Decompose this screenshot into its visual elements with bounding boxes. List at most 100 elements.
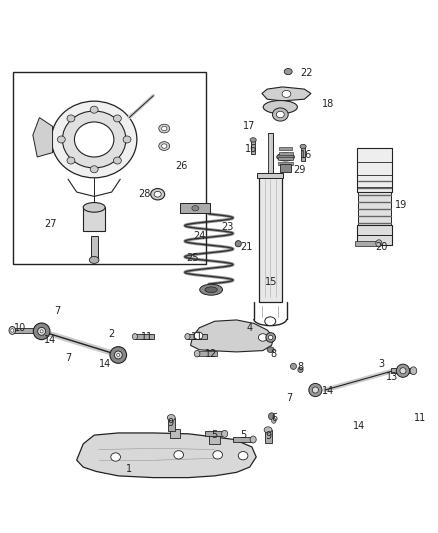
Text: 5: 5 xyxy=(212,430,218,440)
Ellipse shape xyxy=(151,189,165,200)
Text: 12: 12 xyxy=(205,349,218,359)
Ellipse shape xyxy=(264,427,272,433)
Ellipse shape xyxy=(159,142,170,150)
Ellipse shape xyxy=(162,144,167,148)
Ellipse shape xyxy=(272,108,288,121)
Text: 23: 23 xyxy=(222,222,234,232)
Ellipse shape xyxy=(300,144,306,149)
Ellipse shape xyxy=(113,157,121,164)
Ellipse shape xyxy=(265,317,276,326)
Ellipse shape xyxy=(250,138,256,142)
Ellipse shape xyxy=(114,351,122,359)
Ellipse shape xyxy=(282,91,291,98)
Polygon shape xyxy=(33,118,53,157)
Ellipse shape xyxy=(268,413,275,420)
Text: 14: 14 xyxy=(353,422,365,431)
Ellipse shape xyxy=(222,430,228,437)
Ellipse shape xyxy=(83,203,105,212)
Ellipse shape xyxy=(11,329,14,332)
Ellipse shape xyxy=(194,350,200,357)
Ellipse shape xyxy=(90,166,98,173)
Bar xyxy=(265,430,272,443)
Bar xyxy=(279,152,293,156)
Ellipse shape xyxy=(192,206,199,211)
Ellipse shape xyxy=(298,367,303,373)
Ellipse shape xyxy=(205,287,217,293)
Bar xyxy=(180,204,210,213)
Ellipse shape xyxy=(123,136,131,143)
Text: 7: 7 xyxy=(65,353,71,364)
Bar xyxy=(13,71,206,264)
Bar xyxy=(301,147,305,160)
Ellipse shape xyxy=(67,115,75,122)
Ellipse shape xyxy=(376,240,382,247)
Bar xyxy=(187,334,207,339)
Bar xyxy=(279,147,292,150)
Text: 14: 14 xyxy=(322,386,335,397)
Ellipse shape xyxy=(117,353,120,357)
Text: 19: 19 xyxy=(395,200,407,210)
Ellipse shape xyxy=(400,368,406,374)
Text: 16: 16 xyxy=(245,144,257,154)
Ellipse shape xyxy=(174,451,184,459)
Bar xyxy=(12,328,34,333)
Text: 6: 6 xyxy=(272,413,278,423)
Text: 24: 24 xyxy=(193,231,205,241)
Bar xyxy=(170,429,180,438)
Bar xyxy=(197,351,217,356)
Bar xyxy=(251,141,255,154)
Ellipse shape xyxy=(268,335,273,340)
Text: 10: 10 xyxy=(14,323,26,333)
Bar xyxy=(278,157,293,160)
Ellipse shape xyxy=(40,330,43,333)
Text: 18: 18 xyxy=(321,100,334,109)
Text: 22: 22 xyxy=(300,68,313,78)
Ellipse shape xyxy=(250,436,256,443)
Text: 15: 15 xyxy=(265,277,277,287)
Text: 21: 21 xyxy=(240,242,253,252)
Ellipse shape xyxy=(67,157,75,164)
Polygon shape xyxy=(77,433,256,478)
Ellipse shape xyxy=(185,334,190,340)
Ellipse shape xyxy=(290,364,297,369)
Bar xyxy=(357,225,392,245)
Text: 16: 16 xyxy=(300,150,312,160)
Bar xyxy=(205,431,225,437)
Ellipse shape xyxy=(238,451,248,460)
Text: 27: 27 xyxy=(44,219,57,229)
Ellipse shape xyxy=(235,241,241,247)
Bar xyxy=(257,173,283,178)
Ellipse shape xyxy=(38,327,46,335)
Text: 11: 11 xyxy=(141,332,153,342)
Ellipse shape xyxy=(74,122,114,157)
Text: 7: 7 xyxy=(286,393,292,403)
Bar xyxy=(91,236,98,260)
Bar xyxy=(209,434,220,444)
Text: 8: 8 xyxy=(297,362,303,372)
Bar xyxy=(168,418,175,431)
Ellipse shape xyxy=(9,327,16,334)
Polygon shape xyxy=(262,87,311,101)
Ellipse shape xyxy=(312,387,318,393)
Text: 4: 4 xyxy=(247,323,253,333)
Ellipse shape xyxy=(276,111,284,118)
Ellipse shape xyxy=(277,153,294,161)
Bar xyxy=(278,162,293,165)
Ellipse shape xyxy=(258,334,267,341)
Text: 25: 25 xyxy=(187,253,199,263)
Text: 14: 14 xyxy=(44,335,57,345)
Text: 9: 9 xyxy=(265,431,271,441)
Ellipse shape xyxy=(57,136,65,143)
Ellipse shape xyxy=(162,126,167,131)
Ellipse shape xyxy=(284,69,292,75)
Bar xyxy=(233,437,253,442)
Text: 17: 17 xyxy=(243,122,255,131)
Text: 7: 7 xyxy=(54,306,60,316)
Text: 11: 11 xyxy=(191,332,203,342)
Ellipse shape xyxy=(111,453,120,461)
Text: 20: 20 xyxy=(376,242,388,252)
Ellipse shape xyxy=(396,364,410,377)
Text: 9: 9 xyxy=(168,418,174,429)
Ellipse shape xyxy=(267,347,274,352)
Text: 5: 5 xyxy=(240,430,246,440)
